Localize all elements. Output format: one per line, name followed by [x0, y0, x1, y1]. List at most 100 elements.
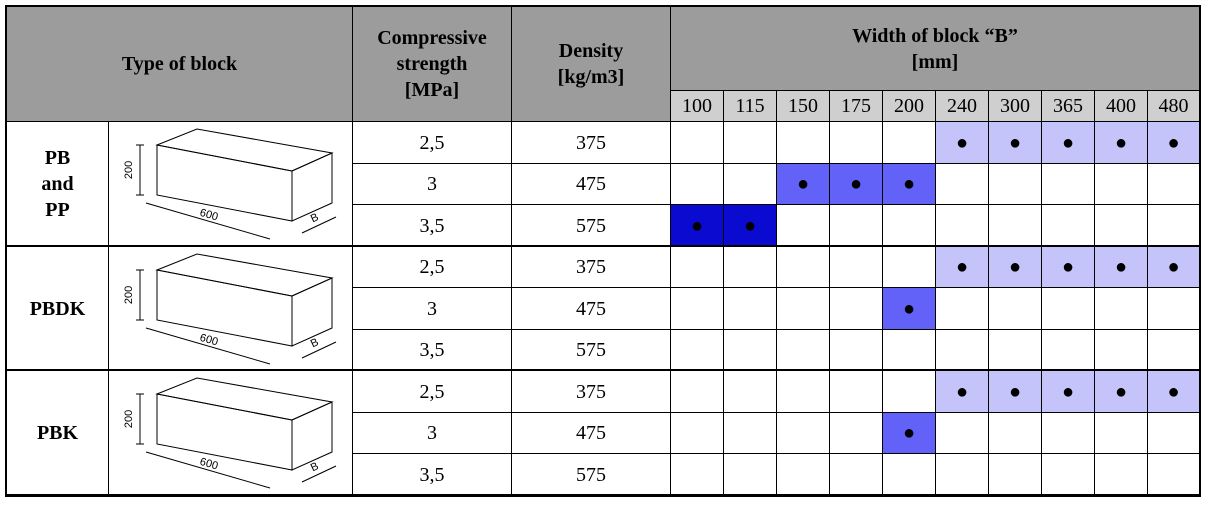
availability-dot: ●: [1167, 131, 1180, 154]
width-cell: ●: [1041, 246, 1095, 288]
width-value: 365: [1053, 95, 1083, 117]
width-cell: [1041, 163, 1095, 205]
density-text: 375: [576, 380, 606, 403]
width-cell: [723, 329, 777, 371]
width-cell: [723, 121, 777, 164]
availability-dot: ●: [955, 131, 969, 154]
width-value: 150: [788, 95, 818, 117]
width-cell: [1094, 163, 1148, 205]
header-text: strength: [396, 53, 468, 75]
block-sketch: 200 600 B: [123, 252, 336, 364]
width-cell: [723, 412, 777, 454]
availability-dot: ●: [902, 422, 916, 444]
width-header: 365: [1041, 90, 1095, 122]
block-name-text: PBDK: [29, 297, 86, 320]
availability-dot: ●: [796, 173, 810, 195]
width-value: 175: [841, 95, 871, 117]
width-cell: [723, 163, 777, 205]
header-cell: Density [kg/m3]: [511, 6, 671, 122]
width-cell: [723, 287, 777, 330]
width-cell: [670, 370, 724, 413]
width-cell: ●: [988, 370, 1042, 413]
availability-dot: ●: [955, 380, 969, 403]
width-cell: [670, 412, 724, 454]
width-cell: [1041, 287, 1095, 330]
density-cell: 575: [511, 453, 671, 496]
width-cell: ●: [1147, 370, 1200, 413]
density-text: 475: [576, 422, 606, 444]
width-cell: [1147, 204, 1200, 247]
header-text: [MPa]: [404, 79, 460, 101]
strength-text: 3: [427, 297, 437, 320]
width-cell: [882, 370, 936, 413]
density-text: 475: [576, 297, 606, 320]
availability-dot: ●: [1061, 131, 1075, 154]
header-text: [mm]: [911, 50, 959, 73]
density-text: 575: [576, 339, 606, 361]
strength-cell: 3,5: [352, 453, 512, 496]
width-cell: [829, 121, 883, 164]
density-text: 375: [576, 131, 606, 154]
width-cell: ●: [1094, 121, 1148, 164]
availability-dot: ●: [690, 214, 704, 237]
width-value: 240: [947, 95, 977, 117]
availability-dot: ●: [1061, 256, 1075, 278]
width-cell: [988, 412, 1042, 454]
strength-text: 3: [427, 173, 437, 195]
width-cell: [1094, 287, 1148, 330]
availability-dot: ●: [1061, 380, 1075, 403]
availability-dot: ●: [849, 173, 863, 195]
width-value: 300: [1000, 95, 1030, 117]
availability-dot: ●: [1008, 131, 1022, 154]
width-cell: [988, 204, 1042, 247]
availability-dot: ●: [1008, 380, 1022, 403]
width-cell: ●: [1094, 370, 1148, 413]
dim-label: 200: [123, 285, 135, 303]
availability-dot: ●: [743, 214, 757, 237]
dim-label: 600: [198, 331, 219, 348]
width-cell: [829, 204, 883, 247]
density-text: 475: [576, 173, 606, 195]
width-cell: [1094, 204, 1148, 247]
density-text: 575: [576, 463, 606, 486]
strength-cell: 2,5: [352, 370, 512, 413]
width-header: 100: [670, 90, 724, 122]
availability-dot: ●: [1008, 256, 1022, 278]
width-cell: [829, 329, 883, 371]
width-cell: [882, 121, 936, 164]
width-cell: ●: [935, 246, 989, 288]
availability-dot: ●: [902, 297, 916, 320]
width-cell: ●: [988, 246, 1042, 288]
availability-dot: ●: [1167, 256, 1180, 278]
header-cell: Type of block: [6, 6, 353, 122]
availability-dot: ●: [1114, 256, 1128, 278]
header-text: Density: [558, 40, 624, 62]
availability-dot: ●: [1114, 380, 1128, 403]
density-cell: 375: [511, 121, 671, 164]
width-cell: [776, 246, 830, 288]
width-cell: ●: [1094, 246, 1148, 288]
strength-text: 2,5: [419, 380, 445, 403]
availability-dot: ●: [1114, 131, 1128, 154]
block-name-text: PB: [44, 147, 71, 169]
width-value: 400: [1106, 95, 1136, 117]
width-cell: [670, 453, 724, 496]
width-header: 200: [882, 90, 936, 122]
width-value: 480: [1158, 95, 1189, 117]
width-header: 150: [776, 90, 830, 122]
availability-dot: ●: [955, 256, 969, 278]
strength-text: 3,5: [419, 214, 445, 237]
width-cell: ●: [988, 121, 1042, 164]
dim-label: 600: [198, 456, 219, 473]
header-text: [kg/m3]: [557, 66, 625, 88]
dim-label: 600: [198, 207, 219, 224]
density-cell: 575: [511, 329, 671, 371]
availability-dot: ●: [902, 173, 916, 195]
header-text: Type of block: [121, 53, 238, 75]
density-cell: 475: [511, 163, 671, 205]
strength-text: 3: [427, 422, 437, 444]
width-cell: [1094, 329, 1148, 371]
strength-text: 2,5: [419, 256, 445, 278]
width-value: 200: [894, 95, 924, 117]
